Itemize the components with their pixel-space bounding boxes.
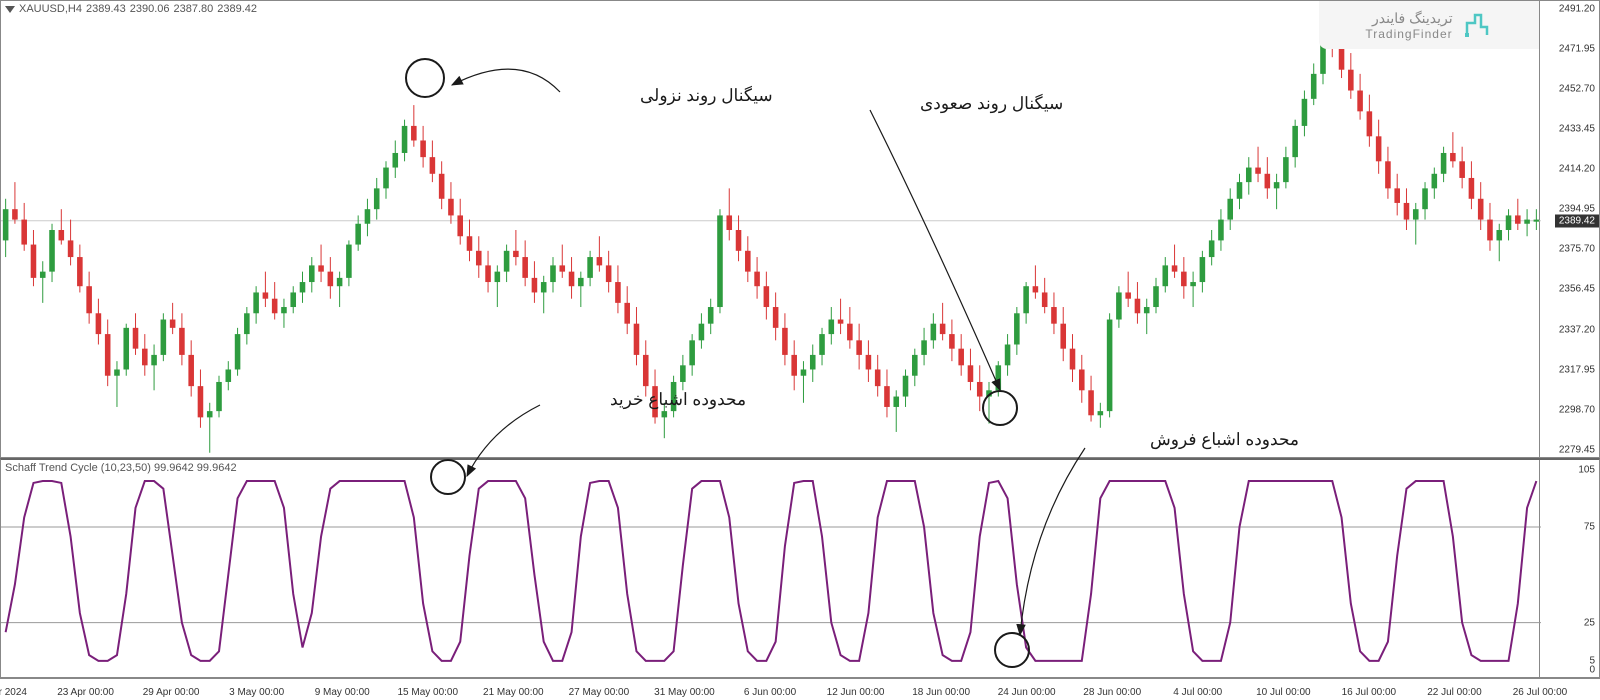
time-tick: 17 Apr 2024: [0, 687, 27, 698]
price-tick: 2356.45: [1559, 284, 1595, 295]
time-tick: 6 Jun 00:00: [744, 687, 796, 698]
time-tick: 24 Jun 00:00: [998, 687, 1056, 698]
price-tick: 2452.70: [1559, 84, 1595, 95]
annotation-down_signal: سیگنال روند نزولی: [640, 86, 773, 106]
time-tick: 18 Jun 00:00: [912, 687, 970, 698]
time-tick: 26 Jul 00:00: [1513, 687, 1568, 698]
price-tick: 2433.45: [1559, 124, 1595, 135]
logo-fa: تریدینگ فایندر: [1365, 10, 1452, 27]
price-tick: 2491.20: [1559, 3, 1595, 14]
price-chart-svg: [1, 1, 1600, 459]
time-tick: 29 Apr 00:00: [143, 687, 200, 698]
ohlc-o: 2389.43: [86, 3, 126, 15]
symbol-label: XAUUSD,H4: [19, 3, 82, 15]
price-tick: 2414.20: [1559, 164, 1595, 175]
ohlc-h: 2390.06: [130, 3, 170, 15]
time-tick: 9 May 00:00: [315, 687, 370, 698]
price-tick: 2471.95: [1559, 43, 1595, 54]
circle-mark: [405, 58, 445, 98]
price-chart-panel[interactable]: XAUUSD,H4 2389.43 2390.06 2387.80 2389.4…: [0, 0, 1600, 458]
indicator-tick: 75: [1584, 521, 1595, 532]
indicator-svg: [1, 460, 1600, 680]
circle-mark: [994, 632, 1030, 668]
indicator-tick: 0: [1589, 665, 1595, 676]
time-tick: 16 Jul 00:00: [1342, 687, 1397, 698]
price-y-axis[interactable]: 2491.20 2471.95 2452.70 2433.45 2414.20 2394.…: [1539, 1, 1599, 457]
indicator-tick: 25: [1584, 617, 1595, 628]
time-tick: 15 May 00:00: [397, 687, 458, 698]
time-tick: 4 Jul 00:00: [1173, 687, 1222, 698]
time-tick: 31 May 00:00: [654, 687, 715, 698]
price-tick: 2394.95: [1559, 204, 1595, 215]
logo-icon: [1461, 9, 1493, 41]
annotation-up_signal: سیگنال روند صعودی: [920, 94, 1063, 114]
price-tick: 2298.70: [1559, 404, 1595, 415]
time-tick: 27 May 00:00: [569, 687, 630, 698]
ohlc-c: 2389.42: [217, 3, 257, 15]
circle-mark: [430, 459, 466, 495]
indicator-panel[interactable]: Schaff Trend Cycle (10,23,50) 99.9642 99…: [0, 458, 1600, 678]
chart-header: XAUUSD,H4 2389.43 2390.06 2387.80 2389.4…: [1, 1, 1539, 17]
time-tick: 10 Jul 00:00: [1256, 687, 1311, 698]
time-axis[interactable]: 17 Apr 2024 23 Apr 00:00 29 Apr 00:00 3 May…: [0, 678, 1600, 700]
current-price-tag: 2389.42: [1555, 214, 1599, 227]
annotation-overbought: محدوده اشباع خرید: [610, 390, 746, 410]
ohlc-l: 2387.80: [174, 3, 214, 15]
time-tick: 21 May 00:00: [483, 687, 544, 698]
indicator-tick: 105: [1578, 464, 1595, 475]
indicator-y-axis[interactable]: 105752550: [1539, 460, 1599, 677]
price-tick: 2337.20: [1559, 324, 1595, 335]
time-tick: 22 Jul 00:00: [1427, 687, 1482, 698]
time-tick: 28 Jun 00:00: [1083, 687, 1141, 698]
price-tick: 2279.45: [1559, 444, 1595, 455]
price-tick: 2317.95: [1559, 364, 1595, 375]
time-tick: 12 Jun 00:00: [827, 687, 885, 698]
price-tick: 2375.70: [1559, 244, 1595, 255]
indicator-label: Schaff Trend Cycle (10,23,50) 99.9642 99…: [5, 462, 237, 474]
circle-mark: [982, 390, 1018, 426]
dropdown-icon[interactable]: [5, 6, 15, 13]
time-tick: 3 May 00:00: [229, 687, 284, 698]
time-tick: 23 Apr 00:00: [57, 687, 114, 698]
logo-en: TradingFinder: [1365, 27, 1452, 41]
watermark-logo: تریدینگ فایندر TradingFinder: [1319, 1, 1539, 49]
annotation-oversold: محدوده اشباع فروش: [1150, 430, 1299, 450]
